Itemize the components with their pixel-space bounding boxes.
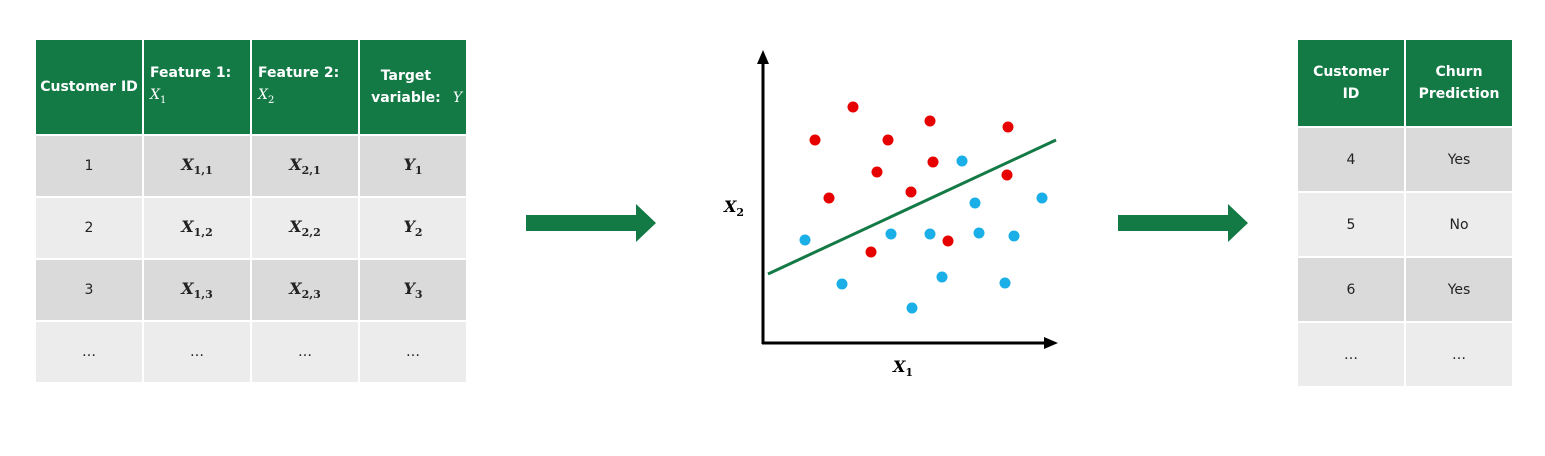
- feature-2-cell: …: [250, 321, 360, 384]
- table-header-row: Customer ID Feature 1: X1 Feature 2: X2 …: [34, 38, 468, 136]
- decision-boundary-line: [767, 138, 1057, 276]
- arrow-right-icon: [526, 204, 656, 242]
- header-churn-prediction: Churn Prediction: [1404, 38, 1514, 128]
- customer-id-cell: 4: [1296, 127, 1406, 193]
- retain-point-blue: [1008, 230, 1020, 242]
- churn-point-red: [871, 166, 883, 178]
- prediction-cell: Yes: [1404, 257, 1514, 323]
- feature-1-cell: X1,1: [142, 135, 252, 198]
- feature-1-cell: X1,3: [142, 259, 252, 322]
- table-header-row: Customer ID Churn Prediction: [1296, 38, 1514, 128]
- x-axis-label: X1: [892, 357, 913, 379]
- scatter-plot: X2 X1: [723, 50, 1058, 379]
- table-row: 2 X1,2 X2,2 Y2: [34, 197, 468, 260]
- y-axis: [757, 50, 769, 344]
- customer-id-cell: 2: [34, 197, 144, 260]
- customer-id-cell: 3: [34, 259, 144, 322]
- header-feature-2: Feature 2: X2: [250, 38, 360, 136]
- retain-point-blue: [999, 277, 1011, 289]
- prediction-cell: …: [1404, 322, 1514, 388]
- retain-point-blue: [973, 227, 985, 239]
- retain-point-blue: [936, 271, 948, 283]
- customer-id-cell: …: [34, 321, 144, 384]
- churn-point-red: [1001, 169, 1013, 181]
- header-customer-id: Customer ID: [34, 38, 144, 136]
- table-row: 5 No: [1296, 192, 1514, 258]
- feature-1-cell: X1,2: [142, 197, 252, 260]
- customer-id-cell: …: [1296, 322, 1406, 388]
- header-target-variable: Target variable: Y: [358, 38, 468, 136]
- arrow-right-icon: [1118, 204, 1248, 242]
- customer-id-cell: 5: [1296, 192, 1406, 258]
- prediction-cell: Yes: [1404, 127, 1514, 193]
- data-points: [799, 101, 1048, 314]
- feature-2-cell: X2,3: [250, 259, 360, 322]
- header-customer-id: Customer ID: [1296, 38, 1406, 128]
- feature-1-cell: …: [142, 321, 252, 384]
- retain-point-blue: [885, 228, 897, 240]
- target-cell: …: [358, 321, 468, 384]
- retain-point-blue: [924, 228, 936, 240]
- churn-point-red: [847, 101, 859, 113]
- y-axis-label: X2: [723, 197, 744, 219]
- churn-point-red: [882, 134, 894, 146]
- prediction-cell: No: [1404, 192, 1514, 258]
- churn-point-red: [905, 186, 917, 198]
- churn-point-red: [823, 192, 835, 204]
- customer-id-cell: 1: [34, 135, 144, 198]
- feature-2-cell: X2,1: [250, 135, 360, 198]
- table-row: 6 Yes: [1296, 257, 1514, 323]
- churn-point-red: [809, 134, 821, 146]
- target-cell: Y3: [358, 259, 468, 322]
- churn-point-red: [927, 156, 939, 168]
- x-axis: [762, 337, 1058, 349]
- retain-point-blue: [906, 302, 918, 314]
- churn-prediction-table: Customer ID Churn Prediction 4 Yes 5 No …: [1296, 38, 1514, 388]
- target-cell: Y1: [358, 135, 468, 198]
- table-row: 4 Yes: [1296, 127, 1514, 193]
- feature-2-cell: X2,2: [250, 197, 360, 260]
- flow-arrow-shape: [526, 204, 656, 242]
- table-row: … … … …: [34, 321, 468, 384]
- header-feature-1: Feature 1: X1: [142, 38, 252, 136]
- table-row: … …: [1296, 322, 1514, 388]
- customer-id-cell: 6: [1296, 257, 1406, 323]
- retain-point-blue: [956, 155, 968, 167]
- retain-point-blue: [1036, 192, 1048, 204]
- churn-point-red: [1002, 121, 1014, 133]
- flow-arrow-shape: [1118, 204, 1248, 242]
- target-cell: Y2: [358, 197, 468, 260]
- training-data-table: Customer ID Feature 1: X1 Feature 2: X2 …: [34, 38, 468, 384]
- churn-point-red: [865, 246, 877, 258]
- churn-point-red: [924, 115, 936, 127]
- retain-point-blue: [969, 197, 981, 209]
- retain-point-blue: [836, 278, 848, 290]
- churn-point-red: [942, 235, 954, 247]
- table-row: 1 X1,1 X2,1 Y1: [34, 135, 468, 198]
- retain-point-blue: [799, 234, 811, 246]
- table-row: 3 X1,3 X2,3 Y3: [34, 259, 468, 322]
